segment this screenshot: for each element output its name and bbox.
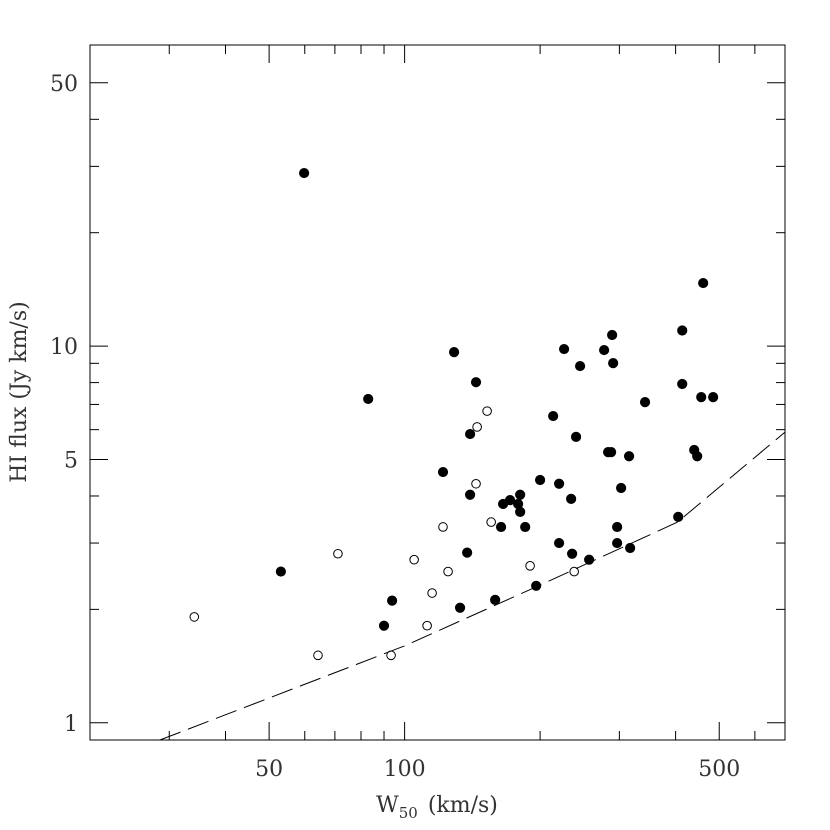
filled-point xyxy=(448,346,460,358)
filled-point xyxy=(677,378,688,390)
filled-point xyxy=(612,537,623,549)
open-point xyxy=(525,561,535,571)
filled-point xyxy=(574,360,586,372)
filled-point xyxy=(437,466,449,478)
filled-point xyxy=(673,511,684,522)
filled-point xyxy=(553,537,565,549)
filled-point xyxy=(696,392,707,403)
filled-point xyxy=(535,474,546,486)
filled-point xyxy=(698,277,709,289)
filled-point xyxy=(623,451,635,462)
filled-point xyxy=(465,428,476,440)
filled-point xyxy=(470,377,482,388)
open-point xyxy=(569,566,579,577)
y-tick-label: 1 xyxy=(64,712,78,737)
y-axis-label: HI flux (Jy km/s) xyxy=(7,301,32,482)
filled-point xyxy=(599,344,610,356)
x-label-main: W xyxy=(376,793,399,818)
filled-point xyxy=(454,602,466,613)
open-point xyxy=(409,554,419,565)
open-point xyxy=(482,406,492,416)
filled-point xyxy=(612,521,623,533)
filled-point xyxy=(515,489,526,500)
open-point xyxy=(443,566,453,577)
filled-point xyxy=(616,482,627,494)
plot-frame xyxy=(89,44,786,741)
filled-point xyxy=(677,325,688,336)
filled-point xyxy=(363,393,374,405)
x-tick-label: 500 xyxy=(698,757,740,782)
filled-point xyxy=(567,548,578,559)
filled-point xyxy=(495,521,507,533)
x-axis-label: W50 (km/s) xyxy=(376,793,498,822)
open-point xyxy=(422,620,432,631)
filled-point xyxy=(462,547,473,558)
filled-point xyxy=(608,358,619,369)
filled-point xyxy=(553,478,565,489)
filled-point xyxy=(465,489,476,500)
filled-point xyxy=(504,495,516,506)
filled-point xyxy=(515,506,526,517)
x-label-unit: (km/s) xyxy=(428,793,498,818)
filled-point xyxy=(708,392,719,403)
y-tick-label: 10 xyxy=(50,335,78,360)
dashed-line xyxy=(159,431,785,740)
filled-point xyxy=(378,620,390,631)
filled-point xyxy=(387,595,398,606)
filled-point xyxy=(299,167,310,179)
filled-point xyxy=(692,451,703,462)
filled-point xyxy=(639,397,651,408)
filled-point xyxy=(570,431,582,443)
filled-point xyxy=(520,521,531,533)
y-tick-label: 50 xyxy=(50,72,78,97)
filled-point xyxy=(625,542,636,554)
open-point xyxy=(189,612,200,622)
open-point xyxy=(472,422,482,432)
filled-point xyxy=(606,447,617,458)
filled-point xyxy=(548,410,559,422)
open-point xyxy=(471,478,481,489)
open-point xyxy=(313,650,323,661)
x-tick-label: 50 xyxy=(255,757,283,782)
filled-point xyxy=(275,566,286,577)
open-point xyxy=(486,517,496,527)
filled-point xyxy=(490,594,501,605)
filled-point xyxy=(566,493,577,504)
y-tick-label: 5 xyxy=(64,448,78,473)
open-point xyxy=(333,548,343,559)
x-label-sub: 50 xyxy=(399,804,418,822)
filled-point xyxy=(607,329,618,341)
filled-point xyxy=(558,343,570,355)
open-point xyxy=(438,522,448,532)
open-point xyxy=(427,588,437,598)
x-tick-label: 100 xyxy=(384,757,426,782)
